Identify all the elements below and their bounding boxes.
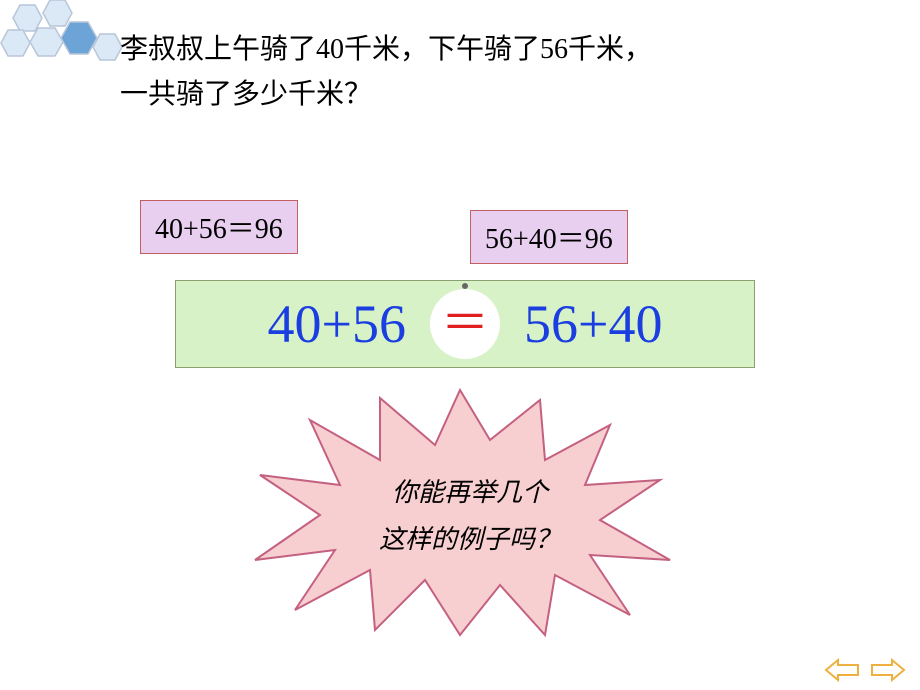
equation-1-text: 40+56＝96	[155, 214, 283, 245]
big-equation-right: 56+40	[524, 293, 662, 355]
burst-line-2: 这样的例子吗？	[379, 525, 561, 554]
equation-box-2: 56+40＝96	[470, 210, 628, 264]
equals-circle: ＝	[430, 289, 500, 359]
big-equation-left: 40+56	[268, 293, 406, 355]
burst-line-1: 你能再举几个	[392, 478, 548, 507]
equation-box-1: 40+56＝96	[140, 200, 298, 254]
question-line-2: 一共骑了多少千米？	[120, 79, 372, 110]
big-equation-box: 40+56 ＝ 56+40	[175, 280, 755, 368]
question-text: 李叔叔上午骑了40千米，下午骑了56千米， 一共骑了多少千米？	[120, 28, 840, 118]
prev-arrow-icon[interactable]	[824, 658, 860, 682]
slide: 李叔叔上午骑了40千米，下午骑了56千米， 一共骑了多少千米？ 40+56＝96…	[0, 0, 920, 690]
nav-arrows	[824, 658, 906, 682]
question-line-1: 李叔叔上午骑了40千米，下午骑了56千米，	[120, 34, 652, 65]
circle-dot-icon	[462, 283, 468, 289]
equals-sign: ＝	[441, 300, 489, 348]
next-arrow-icon[interactable]	[870, 658, 906, 682]
starburst-text: 你能再举几个 这样的例子吗？	[340, 470, 600, 564]
equation-2-text: 56+40＝96	[485, 224, 613, 255]
